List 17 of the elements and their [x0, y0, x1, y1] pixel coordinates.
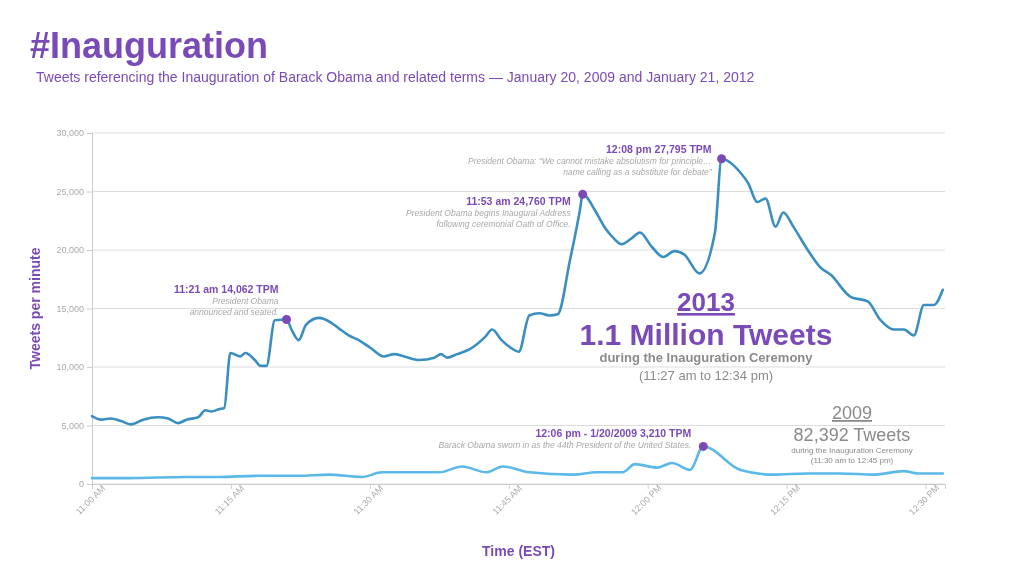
y-axis-title: Tweets per minute	[27, 247, 43, 370]
chart-subtitle: Tweets referencing the Inauguration of Barack Obama and related terms — January 20, 2009 and January 21, 2012	[36, 69, 755, 85]
y-tick-label: 25,000	[56, 186, 84, 197]
x-axis-title: Time (EST)	[482, 543, 555, 559]
y-tick-label: 30,000	[56, 128, 84, 139]
annotation: 11:53 am 24,760 TPM President Obama begins Inaugural Address following ceremonial Oath of Office.	[406, 195, 572, 230]
annotation: 2013 1.1 Million Tweets during the Inauguration Ceremony (11:27 am to 12:34 pm)	[579, 287, 833, 383]
annotation: 12:08 pm 27,795 TPM President Obama: “We cannot mistake absolutism for principle… name calling as a substitute for debate”	[467, 142, 713, 177]
annotation: 2009 82,392 Tweets during the Inauguration Ceremony (11:30 am to 12:45 pm)	[791, 403, 913, 465]
annotation: 11:21 am 14,062 TPM President Obama announced and seated.	[174, 283, 279, 318]
annotation: 12:06 pm - 1/20/2009 3,210 TPM Barack Obama sworn in as the 44th President of the United States.	[438, 427, 692, 451]
y-tick-label: 5,000	[61, 420, 84, 431]
chart-title: #Inauguration	[30, 25, 269, 66]
y-tick-label: 20,000	[56, 245, 84, 256]
y-tick-label: 15,000	[56, 303, 84, 314]
y-tick-label: 0	[78, 479, 84, 490]
y-tick-label: 10,000	[56, 362, 84, 373]
